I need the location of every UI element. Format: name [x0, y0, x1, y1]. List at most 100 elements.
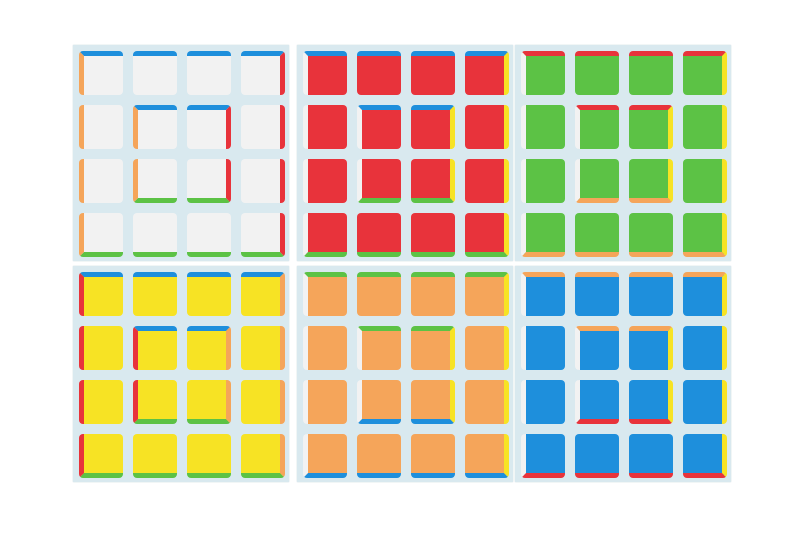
- sticker-blue: [575, 380, 619, 424]
- sticker-blue: [575, 326, 619, 370]
- sticker-green: [521, 159, 565, 203]
- sticker-yellow: [187, 272, 231, 316]
- sticker-yellow: [79, 326, 123, 370]
- sticker-red: [357, 51, 401, 95]
- sticker-yellow: [241, 326, 285, 370]
- sticker-orange: [465, 380, 509, 424]
- sticker-yellow: [133, 326, 177, 370]
- sticker-orange: [357, 380, 401, 424]
- sticker-green: [575, 159, 619, 203]
- sticker-green: [683, 51, 727, 95]
- sticker-white: [241, 105, 285, 149]
- sticker-green: [629, 51, 673, 95]
- sticker-green: [575, 51, 619, 95]
- sticker-orange: [303, 272, 347, 316]
- sticker-blue: [629, 272, 673, 316]
- sticker-red: [357, 213, 401, 257]
- sticker-panel-green: [515, 45, 731, 261]
- sticker-blue: [683, 326, 727, 370]
- sticker-white: [79, 105, 123, 149]
- sticker-blue: [521, 272, 565, 316]
- sticker-yellow: [79, 272, 123, 316]
- sticker-white: [133, 105, 177, 149]
- sticker-panel-orange: [297, 266, 513, 482]
- sticker-green: [629, 159, 673, 203]
- sticker-red: [357, 159, 401, 203]
- sticker-blue: [629, 434, 673, 478]
- sticker-orange: [357, 326, 401, 370]
- sticker-yellow: [241, 434, 285, 478]
- sticker-yellow: [187, 326, 231, 370]
- sticker-green: [683, 159, 727, 203]
- sticker-red: [465, 213, 509, 257]
- sticker-green: [575, 105, 619, 149]
- sticker-orange: [411, 272, 455, 316]
- sticker-yellow: [79, 434, 123, 478]
- sticker-white: [133, 159, 177, 203]
- sticker-white: [133, 213, 177, 257]
- sticker-blue: [521, 326, 565, 370]
- sticker-red: [303, 213, 347, 257]
- sticker-white: [241, 213, 285, 257]
- sticker-panel-yellow: [73, 266, 289, 482]
- sticker-orange: [357, 434, 401, 478]
- sticker-blue: [683, 272, 727, 316]
- sticker-white: [79, 159, 123, 203]
- sticker-blue: [521, 434, 565, 478]
- sticker-white: [187, 105, 231, 149]
- sticker-blue: [683, 434, 727, 478]
- sticker-red: [303, 51, 347, 95]
- sticker-yellow: [241, 272, 285, 316]
- sticker-red: [411, 159, 455, 203]
- sticker-red: [411, 213, 455, 257]
- sticker-blue: [575, 272, 619, 316]
- sticker-panel-white: [73, 45, 289, 261]
- sticker-green: [629, 105, 673, 149]
- sticker-panel-red: [297, 45, 513, 261]
- sticker-green: [521, 213, 565, 257]
- sticker-blue: [575, 434, 619, 478]
- sticker-yellow: [79, 380, 123, 424]
- sticker-yellow: [133, 434, 177, 478]
- sticker-red: [411, 105, 455, 149]
- sticker-orange: [411, 434, 455, 478]
- sticker-red: [357, 105, 401, 149]
- sticker-red: [465, 105, 509, 149]
- sticker-blue: [629, 326, 673, 370]
- sticker-orange: [303, 434, 347, 478]
- sticker-blue: [683, 380, 727, 424]
- sticker-green: [521, 51, 565, 95]
- sticker-orange: [465, 272, 509, 316]
- sticker-green: [683, 213, 727, 257]
- sticker-red: [303, 105, 347, 149]
- sticker-red: [411, 51, 455, 95]
- sticker-orange: [465, 326, 509, 370]
- sticker-white: [79, 51, 123, 95]
- sticker-yellow: [241, 380, 285, 424]
- sticker-green: [521, 105, 565, 149]
- sticker-yellow: [133, 272, 177, 316]
- sticker-orange: [411, 380, 455, 424]
- sticker-white: [187, 51, 231, 95]
- sticker-orange: [357, 272, 401, 316]
- sticker-blue: [629, 380, 673, 424]
- sticker-yellow: [133, 380, 177, 424]
- sticker-white: [241, 159, 285, 203]
- sticker-yellow: [187, 434, 231, 478]
- sticker-red: [465, 51, 509, 95]
- sticker-blue: [521, 380, 565, 424]
- sticker-white: [187, 159, 231, 203]
- sticker-yellow: [187, 380, 231, 424]
- sticker-sheet: [73, 45, 731, 485]
- sticker-red: [465, 159, 509, 203]
- sticker-white: [79, 213, 123, 257]
- sticker-green: [629, 213, 673, 257]
- sticker-orange: [303, 326, 347, 370]
- sticker-green: [683, 105, 727, 149]
- sticker-white: [133, 51, 177, 95]
- sticker-orange: [465, 434, 509, 478]
- sticker-orange: [411, 326, 455, 370]
- sticker-panel-blue: [515, 266, 731, 482]
- sticker-white: [187, 213, 231, 257]
- sticker-green: [575, 213, 619, 257]
